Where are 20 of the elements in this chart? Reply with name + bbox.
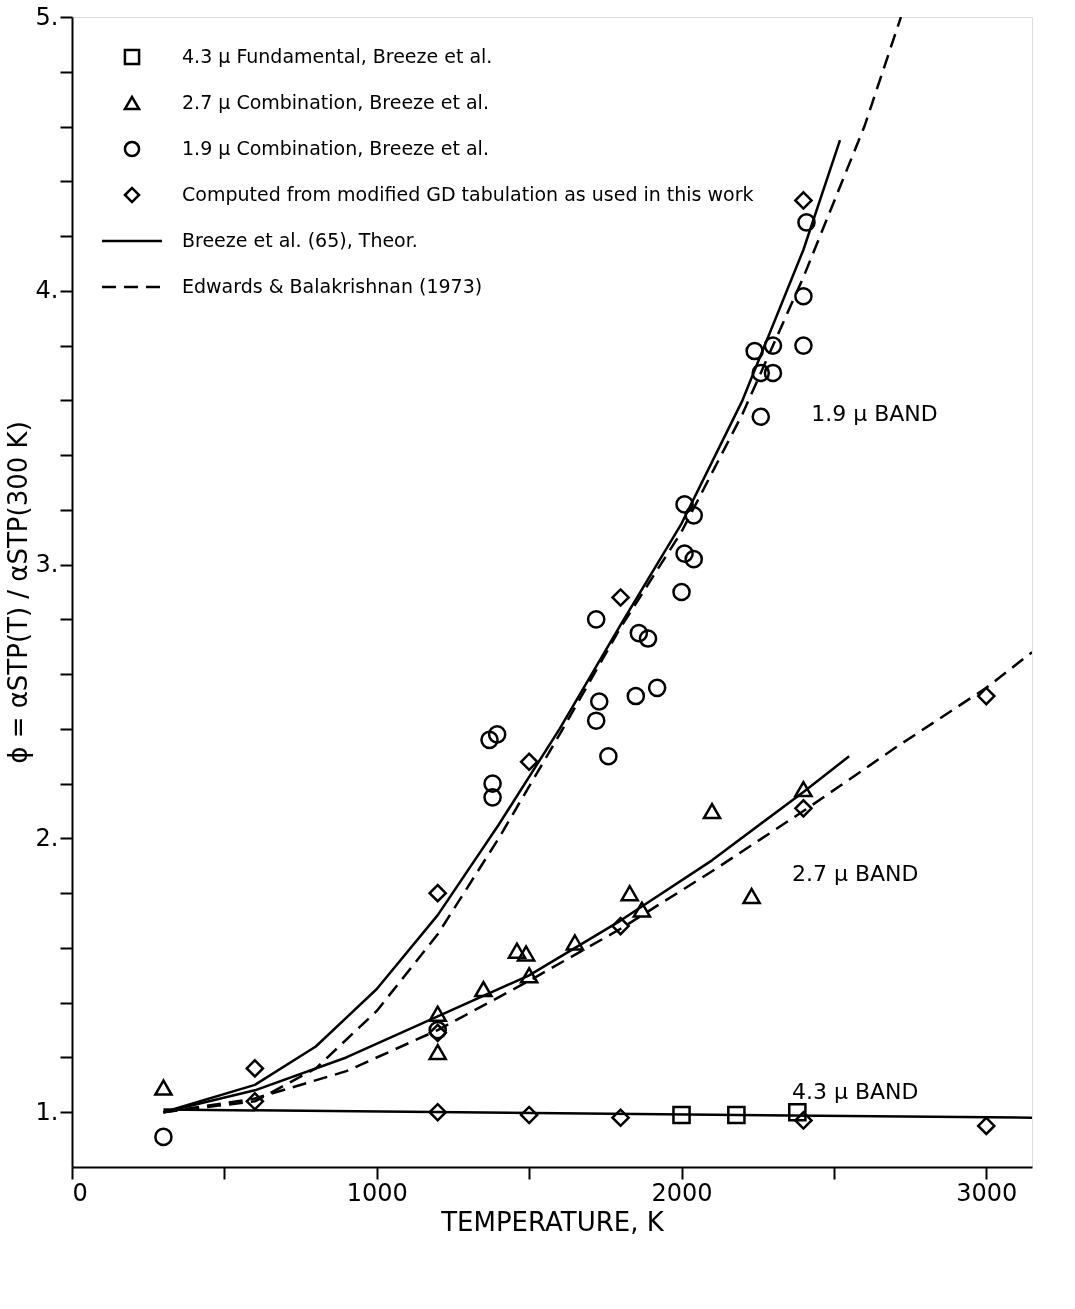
x-axis-title: TEMPERATURE, K	[440, 1206, 665, 1237]
x-tick-label: 3000	[956, 1178, 1018, 1207]
legend-label: Breeze et al. (65), Theor.	[182, 229, 418, 251]
y-tick-label: 1.	[35, 1097, 59, 1126]
y-axis-title: ϕ = αSTP(T) / αSTP(300 K)	[2, 421, 33, 764]
annotation: 2.7 μ BAND	[792, 860, 919, 886]
annotation: 4.3 μ BAND	[792, 1079, 919, 1105]
legend-label: Edwards & Balakrishnan (1973)	[182, 275, 483, 297]
x-tick-label: 2000	[651, 1178, 713, 1207]
x-tick-label: 0	[72, 1178, 88, 1207]
y-tick-label: 5.	[35, 2, 59, 31]
y-tick-label: 3.	[35, 550, 59, 579]
annotation: 1.9 μ BAND	[811, 400, 938, 426]
legend-label: Computed from modified GD tabulation as used in this work	[182, 183, 754, 205]
legend-label: 2.7 μ Combination, Breeze et al.	[182, 91, 489, 113]
x-tick-label: 1000	[346, 1178, 408, 1207]
legend-label: 4.3 μ Fundamental, Breeze et al.	[182, 45, 493, 67]
y-tick-label: 4.	[35, 276, 59, 305]
legend-label: 1.9 μ Combination, Breeze et al.	[182, 137, 489, 159]
y-tick-label: 2.	[35, 823, 59, 852]
